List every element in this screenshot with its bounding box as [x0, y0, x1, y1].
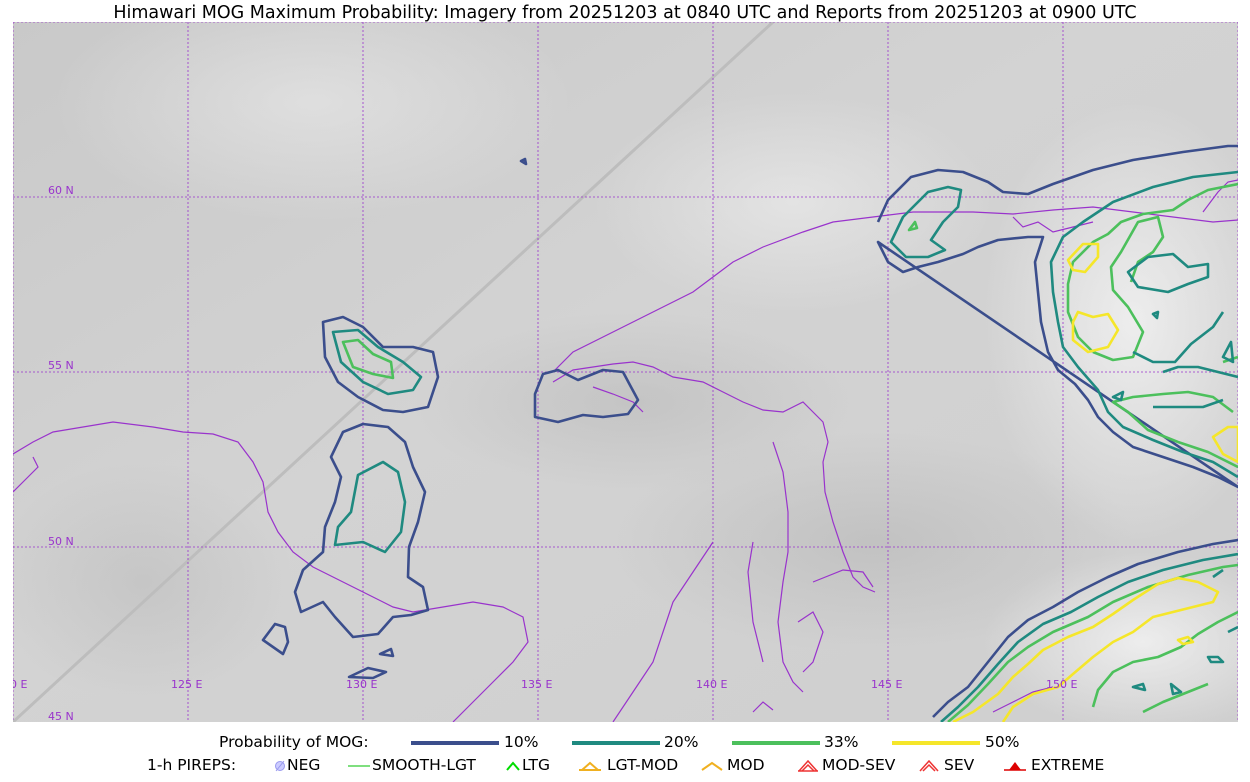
lat-label-45: 45 N	[48, 710, 74, 722]
contour-10pct	[876, 235, 1238, 489]
sev-icon	[919, 759, 939, 772]
lon-label-145: 145 E	[871, 678, 902, 691]
mod-sev-icon	[798, 759, 818, 772]
contour-10pct	[378, 647, 395, 658]
lgt-mod-icon	[579, 761, 601, 771]
lat-label-55: 55 N	[48, 359, 74, 372]
contour-10pct	[321, 315, 440, 414]
pirep-label-extreme: EXTREME	[1031, 756, 1105, 774]
lon-label-120: 120 E	[13, 678, 27, 691]
map-title: Himawari MOG Maximum Probability: Imager…	[113, 3, 1137, 23]
gridlines	[13, 22, 1238, 722]
legend-label-20pct: 20%	[664, 733, 699, 751]
satellite-map: 60 N 55 N 50 N 45 N 120 E 125 E 130 E 13…	[13, 22, 1238, 722]
contour-50pct	[1066, 242, 1238, 464]
satellite-imagery	[13, 22, 1238, 722]
legend-label-10pct: 10%	[504, 733, 539, 751]
contour-10pct	[293, 422, 430, 639]
contour-20pct	[1111, 310, 1238, 409]
contour-10pct	[261, 622, 290, 656]
contour-20pct	[940, 552, 1238, 722]
contour-10pct	[932, 538, 1238, 718]
legend-line-10pct	[411, 741, 499, 745]
legend-line-20pct	[572, 741, 660, 745]
probability-legend-title: Probability of MOG:	[219, 733, 369, 751]
contour-20pct	[1049, 170, 1238, 479]
pirep-label-mod-sev: MOD-SEV	[822, 756, 896, 774]
contour-20pct	[1131, 568, 1238, 696]
contour-10pct	[533, 368, 640, 424]
probability-legend: Probability of MOG: 10% 20% 33% 50%	[0, 733, 1250, 753]
ltg-icon	[506, 761, 520, 771]
contour-10pct	[519, 157, 528, 166]
mod-icon	[701, 761, 723, 771]
legend-label-50pct: 50%	[985, 733, 1020, 751]
legend-line-33pct	[732, 741, 820, 745]
pirep-label-smooth-lgt: SMOOTH-LGT	[372, 756, 476, 774]
contour-10pct	[347, 666, 388, 680]
pirep-label-lgt-mod: LGT-MOD	[607, 756, 679, 774]
contour-10pct	[876, 144, 1238, 223]
contour-20pct	[1132, 311, 1225, 364]
pirep-label-ltg: LTG	[522, 756, 550, 774]
pirep-label-neg: NEG	[287, 756, 321, 774]
contour-20pct	[331, 328, 423, 396]
smooth-lgt-icon	[348, 765, 370, 767]
lon-label-150: 150 E	[1046, 678, 1077, 691]
lat-label-50: 50 N	[48, 535, 74, 548]
neg-icon	[275, 760, 285, 772]
mog-contours	[261, 144, 1238, 722]
lon-label-140: 140 E	[696, 678, 727, 691]
contour-20pct	[889, 185, 963, 259]
lon-label-125: 125 E	[171, 678, 202, 691]
pirep-legend-title: 1-h PIREPS:	[147, 756, 237, 774]
contour-33pct	[341, 338, 395, 380]
lon-label-130: 130 E	[346, 678, 377, 691]
contour-50pct	[1176, 635, 1195, 646]
pirep-label-mod: MOD	[727, 756, 765, 774]
legend-label-33pct: 33%	[824, 733, 859, 751]
lon-label-135: 135 E	[521, 678, 552, 691]
contour-20pct	[1126, 252, 1210, 294]
extreme-icon	[1004, 762, 1026, 771]
pirep-label-sev: SEV	[944, 756, 975, 774]
pirep-legend: 1-h PIREPS: NEG SMOOTH-LGT LTG LGT-MOD M…	[0, 756, 1250, 776]
contour-50pct	[952, 576, 1220, 722]
contour-33pct	[947, 563, 1238, 722]
contour-33pct	[907, 220, 919, 232]
lat-label-60: 60 N	[48, 184, 74, 197]
legend-line-50pct	[892, 741, 980, 745]
contour-20pct	[333, 460, 407, 554]
